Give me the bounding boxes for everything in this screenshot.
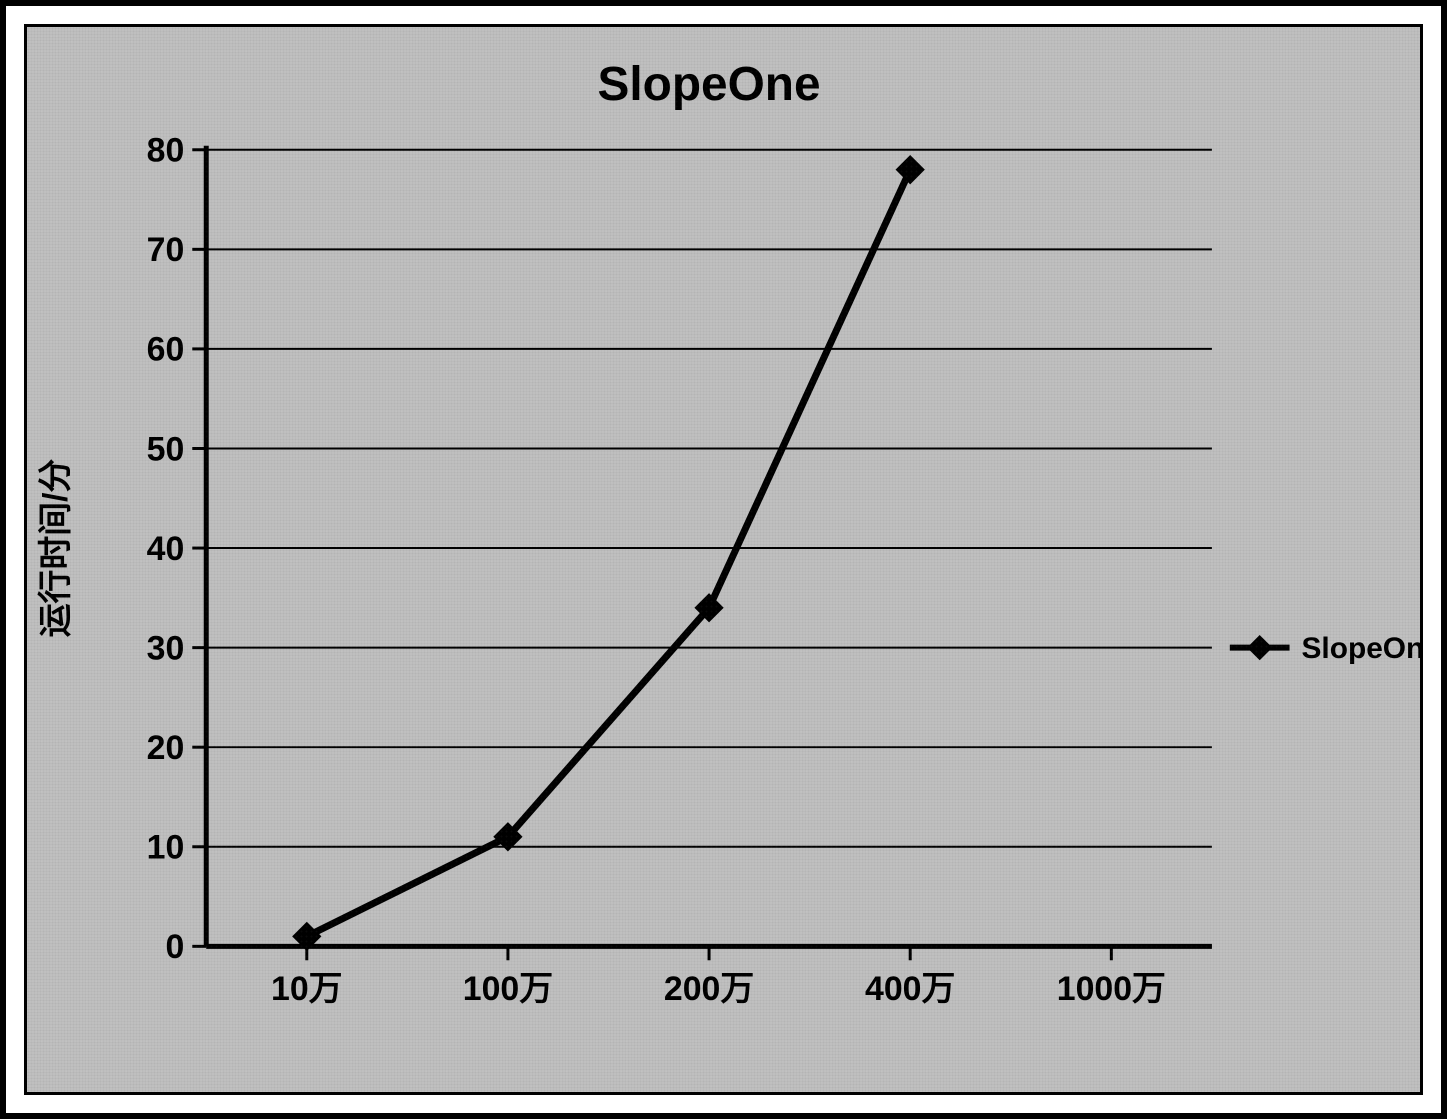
x-tick-label: 1000万 (1057, 970, 1166, 1008)
legend-marker-icon (1248, 636, 1272, 660)
y-tick-label: 0 (165, 928, 184, 966)
y-tick-label: 60 (147, 331, 185, 369)
y-axis-label: 运行时间/分 (37, 459, 75, 638)
outer-frame: 0 10 20 30 40 50 60 70 80 10万 100万 200万 400万 1000万 Slo… (0, 0, 1447, 1119)
y-tick-label: 40 (147, 530, 185, 568)
chart-svg: 0 10 20 30 40 50 60 70 80 10万 100万 200万 400万 1000万 Slo… (27, 27, 1420, 1092)
chart-area: 0 10 20 30 40 50 60 70 80 10万 100万 200万 400万 1000万 Slo… (24, 24, 1423, 1095)
x-tick-label: 400万 (865, 970, 955, 1008)
chart-title: SlopeOne (598, 58, 821, 111)
y-tick-label: 70 (147, 231, 185, 269)
x-tick-label: 200万 (664, 970, 754, 1008)
legend-label: SlopeOne (1302, 632, 1420, 665)
y-tick-label: 50 (147, 430, 185, 468)
y-tick-label: 30 (147, 629, 185, 667)
x-tick-label: 10万 (271, 970, 343, 1008)
series-line (307, 170, 910, 937)
y-tick-label: 10 (147, 829, 185, 867)
x-tick-label: 100万 (463, 970, 553, 1008)
y-tick-label: 80 (147, 132, 185, 170)
y-tick-label: 20 (147, 729, 185, 767)
series-marker (896, 156, 924, 184)
